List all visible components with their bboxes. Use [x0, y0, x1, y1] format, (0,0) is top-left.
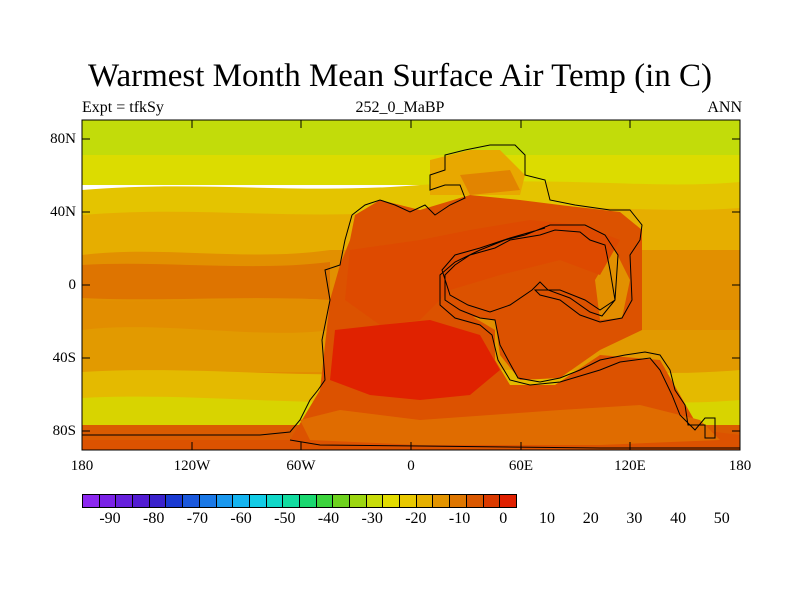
colorbar-swatch	[499, 494, 517, 508]
colorbar-swatch	[415, 494, 434, 508]
y-tick-label: 0	[68, 277, 77, 293]
colorbar-swatch	[182, 494, 200, 508]
band-equator-warm	[82, 262, 330, 300]
coastline-south	[289, 439, 740, 449]
coastline-west	[82, 214, 353, 436]
colorbar-swatch	[148, 494, 167, 508]
colorbar-swatch	[165, 494, 184, 508]
colorbar-label: -40	[317, 510, 340, 527]
land-hot-region-north	[345, 220, 620, 325]
x-tick-label: 60W	[286, 458, 316, 474]
colorbar-label: -10	[448, 510, 471, 527]
map-title: Warmest Month Mean Surface Air Temp (in …	[87, 58, 713, 94]
colorbar-swatch	[315, 494, 334, 508]
period-label: 252_0_MaBP	[355, 99, 445, 116]
colorbar-swatch	[282, 494, 300, 508]
colorbar-swatch	[432, 494, 451, 508]
x-tick-label: 180	[70, 458, 94, 474]
colorbar-swatch	[449, 494, 467, 508]
colorbar-swatch	[298, 494, 317, 508]
colorbar-label: 0	[499, 510, 508, 527]
x-ticks	[191, 120, 631, 450]
y-tick-label: 80N	[50, 131, 76, 147]
map-fill	[82, 120, 740, 450]
colorbar-swatch	[365, 494, 384, 508]
y-ticks	[82, 138, 740, 432]
colorbar-label: 10	[539, 510, 555, 527]
colorbar-swatch	[132, 494, 150, 508]
colorbar-swatch	[349, 494, 367, 508]
colorbar-swatch	[382, 494, 401, 508]
colorbar-swatch	[215, 494, 234, 508]
colorbar	[82, 494, 517, 508]
colorbar-swatch	[265, 494, 284, 508]
y-tick-label: 40S	[52, 350, 76, 366]
land-hotspot-south	[330, 320, 500, 400]
land-north-lobe-inner	[460, 170, 520, 195]
colorbar-label: -30	[361, 510, 383, 527]
colorbar-swatch	[198, 494, 217, 508]
colorbar-swatch	[98, 494, 117, 508]
y-tick-label: 40N	[50, 204, 76, 220]
season-label: ANN	[707, 99, 742, 116]
x-tick-label: 0	[407, 458, 415, 474]
colorbar-label: -90	[99, 510, 121, 527]
colorbar-label: -20	[405, 510, 427, 527]
colorbar-label: -50	[274, 510, 296, 527]
colorbar-label: 50	[713, 510, 730, 527]
colorbar-label: -80	[143, 510, 165, 527]
x-tick-label: 180	[728, 458, 752, 474]
y-tick-label: 80S	[52, 423, 76, 439]
band-60n	[82, 155, 740, 185]
colorbar-swatch	[232, 494, 250, 508]
x-tick-label: 60E	[508, 458, 534, 474]
colorbar-label: 30	[626, 510, 643, 527]
colorbar-label: -70	[186, 510, 209, 527]
colorbar-label: -60	[230, 510, 252, 527]
coastline	[351, 144, 716, 439]
colorbar-swatch	[332, 494, 350, 508]
colorbar-swatch	[465, 494, 484, 508]
colorbar-label: 20	[582, 510, 599, 527]
colorbar-swatch	[248, 494, 267, 508]
colorbar-swatch	[115, 494, 134, 508]
experiment-label: Expt = tfkSy	[82, 99, 164, 116]
x-tick-label: 120W	[173, 458, 211, 474]
colorbar-swatch	[482, 494, 501, 508]
colorbar-label: 40	[670, 510, 687, 527]
colorbar-swatch	[399, 494, 417, 508]
land-south-margin	[300, 405, 720, 445]
colorbar-swatch	[82, 494, 100, 508]
x-tick-label: 120E	[614, 458, 646, 474]
